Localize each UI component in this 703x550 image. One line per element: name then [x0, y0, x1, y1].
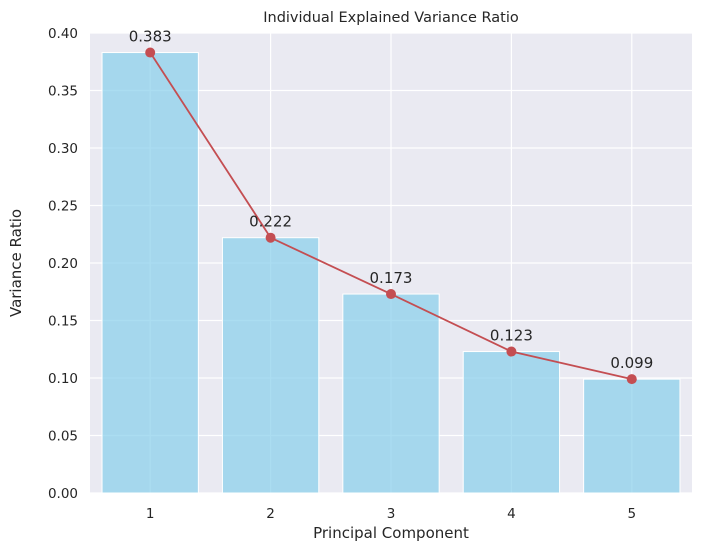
y-tick-label: 0.35	[48, 84, 78, 100]
line-marker	[265, 232, 276, 243]
bar	[462, 351, 561, 494]
x-tick-label: 5	[628, 506, 637, 522]
line-marker	[386, 289, 396, 300]
y-axis-title: Variance Ratio	[7, 209, 25, 317]
data-label: 0.222	[249, 213, 292, 231]
data-label: 0.383	[129, 28, 172, 46]
y-axis-ticks: 0.00 0.05 0.10 0.15 0.20 0.25 0.30 0.35 0.40	[48, 26, 78, 502]
x-axis-title: Principal Component	[313, 524, 469, 542]
data-labels: 0.383 0.222 0.173 0.123 0.099	[129, 28, 654, 373]
x-tick-label: 4	[507, 506, 516, 522]
bars	[101, 52, 681, 494]
y-tick-label: 0.30	[48, 141, 78, 157]
y-tick-label: 0.00	[48, 486, 78, 502]
y-tick-label: 0.10	[48, 371, 78, 387]
data-label: 0.099	[610, 354, 653, 372]
line-marker	[626, 374, 637, 385]
y-tick-label: 0.05	[48, 429, 78, 445]
overlay-line	[145, 47, 637, 385]
y-tick-label: 0.20	[48, 256, 78, 272]
line-marker	[145, 47, 156, 58]
x-tick-label: 3	[387, 506, 396, 522]
bar	[221, 237, 320, 494]
y-tick-label: 0.40	[48, 26, 78, 42]
data-label: 0.123	[490, 327, 533, 345]
x-tick-label: 2	[266, 506, 275, 522]
data-label: 0.173	[370, 269, 413, 287]
y-tick-label: 0.15	[48, 314, 78, 330]
x-axis-ticks: 1 2 3 4 5	[146, 506, 636, 522]
chart-title: Individual Explained Variance Ratio	[263, 10, 519, 26]
bar	[101, 52, 199, 494]
y-tick-label: 0.25	[48, 199, 78, 215]
bar	[583, 378, 681, 494]
x-tick-label: 1	[146, 506, 155, 522]
line-marker	[506, 346, 517, 357]
bar	[342, 293, 440, 494]
